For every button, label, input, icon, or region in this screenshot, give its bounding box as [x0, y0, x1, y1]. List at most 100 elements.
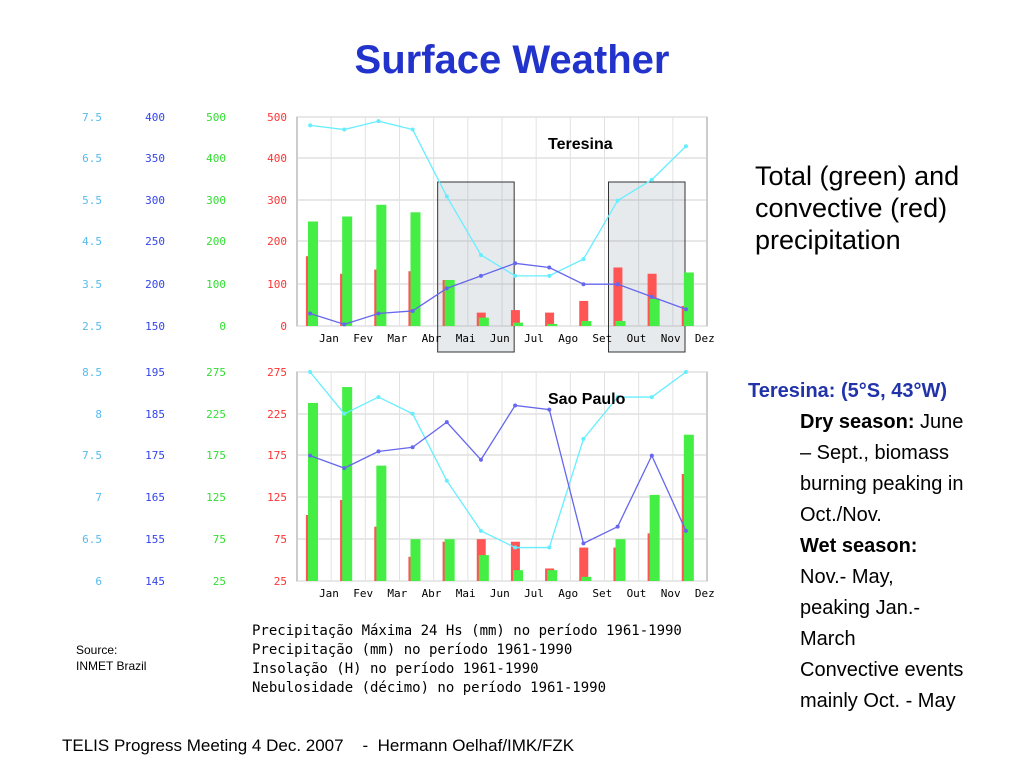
- cloudiness-point: [410, 308, 415, 313]
- insolation-point: [478, 528, 483, 533]
- axis-tick-label: 200: [267, 235, 287, 248]
- green-bar: [410, 212, 421, 326]
- insolation-point: [513, 545, 518, 550]
- month-label: Jan: [319, 587, 339, 600]
- info-heading: Teresina: (5°S, 43°W): [748, 380, 948, 402]
- insolation-point: [683, 370, 688, 374]
- cloudiness-point: [513, 261, 518, 266]
- cloudiness-point: [308, 311, 313, 316]
- insolation-point: [547, 273, 552, 278]
- green-bar: [513, 570, 523, 581]
- side-note-line: Total (green) and: [755, 161, 960, 191]
- wet-season-text: Nov.- May,: [800, 566, 894, 588]
- axis-tick-label: 25: [274, 575, 287, 588]
- month-label: Mai: [456, 332, 476, 345]
- axis-tick-label: 2.5: [82, 320, 102, 333]
- wet-season-text: March: [800, 628, 856, 650]
- axis-tick-label: 8: [95, 408, 102, 421]
- dry-season-text: June: [914, 411, 964, 433]
- cloudiness-point: [581, 541, 586, 546]
- axis-tick-label: 250: [145, 235, 165, 248]
- axis-tick-label: 300: [206, 194, 226, 207]
- insolation-point: [342, 127, 347, 132]
- dry-season-text: burning peaking in: [800, 473, 964, 495]
- month-label: Nov: [661, 332, 681, 345]
- axis-tick-label: 100: [206, 278, 226, 291]
- axis-tick-label: 275: [267, 366, 287, 379]
- source-text: INMET Brazil: [76, 659, 147, 673]
- red-bar: [545, 312, 555, 326]
- chart-title: Teresina: [548, 136, 613, 153]
- cloudiness-point: [444, 420, 449, 425]
- month-label: Mai: [456, 587, 476, 600]
- insolation-point: [444, 194, 449, 199]
- month-label: Mar: [387, 332, 407, 345]
- axis-tick-label: 0: [219, 320, 226, 333]
- insolation-point: [581, 257, 586, 262]
- red-bar: [579, 547, 589, 581]
- insolation-point: [478, 252, 483, 257]
- cloudiness-point: [376, 449, 381, 454]
- axis-tick-label: 185: [145, 408, 165, 421]
- convective-text: Convective events: [800, 659, 964, 681]
- axis-tick-label: 225: [206, 408, 226, 421]
- side-note-line: precipitation: [755, 225, 901, 255]
- red-bar: [613, 267, 623, 326]
- teresina-info: Teresina: (5°S, 43°W) Dry season: June –…: [748, 376, 1024, 717]
- insolation-point: [410, 411, 415, 416]
- insolation-point: [547, 545, 552, 550]
- axis-tick-label: 175: [145, 449, 165, 462]
- insolation-point: [342, 411, 347, 416]
- green-bar: [649, 494, 660, 581]
- green-bar: [513, 322, 523, 326]
- insolation-point: [615, 198, 620, 203]
- cloudiness-line: [309, 404, 687, 545]
- red-bar: [579, 300, 589, 326]
- green-bar: [615, 539, 626, 581]
- month-label: Jul: [524, 587, 544, 600]
- footer: TELIS Progress Meeting 4 Dec. 2007 - Her…: [62, 736, 575, 755]
- green-bar: [581, 576, 592, 581]
- axis-tick-label: 200: [145, 278, 165, 291]
- cloudiness-point: [478, 457, 483, 462]
- axis-tick-label: 350: [145, 152, 165, 165]
- axis-tick-label: 100: [267, 278, 287, 291]
- month-label: Dez: [695, 332, 715, 345]
- green-bar: [308, 221, 318, 326]
- insolation-point: [683, 144, 688, 149]
- cloudiness-point: [649, 294, 654, 299]
- insolation-point: [615, 395, 620, 400]
- axis-tick-label: 165: [145, 491, 165, 504]
- insolation-point: [649, 395, 654, 400]
- cloudiness-point: [342, 466, 347, 471]
- green-bar: [683, 272, 694, 326]
- axis-tick-label: 7.5: [82, 449, 102, 462]
- cloudiness-point: [581, 282, 586, 287]
- axis-tick-label: 175: [267, 449, 287, 462]
- axis-tick-label: 275: [206, 366, 226, 379]
- axis-tick-label: 175: [206, 449, 226, 462]
- axis-tick-label: 125: [206, 491, 226, 504]
- axis-tick-label: 7: [95, 491, 102, 504]
- axis-tick-label: 0: [280, 320, 287, 333]
- cloudiness-point: [410, 445, 415, 450]
- dry-season-block: Dry season: June – Sept., biomass burnin…: [748, 407, 1024, 717]
- insolation-point: [513, 273, 518, 278]
- axis-tick-label: 500: [206, 111, 226, 124]
- green-bar: [444, 539, 455, 581]
- cloudiness-point: [649, 453, 654, 458]
- axis-tick-label: 400: [145, 111, 165, 124]
- cloudiness-point: [444, 286, 449, 291]
- month-label: Out: [627, 332, 647, 345]
- sao-paulo-chart: 8.5 8 7.5 7 6.5 6 195 185 175 165 155 145 275 225 175 1…: [82, 366, 715, 600]
- axis-tick-label: 75: [274, 533, 287, 546]
- green-bar: [547, 570, 558, 581]
- green-bar: [615, 320, 626, 326]
- month-label: Set: [592, 587, 612, 600]
- green-bar: [444, 280, 455, 326]
- cloudiness-point: [376, 311, 381, 316]
- month-label: Abr: [422, 587, 442, 600]
- axis-tick-label: 400: [206, 152, 226, 165]
- season-highlight-box: [608, 181, 686, 353]
